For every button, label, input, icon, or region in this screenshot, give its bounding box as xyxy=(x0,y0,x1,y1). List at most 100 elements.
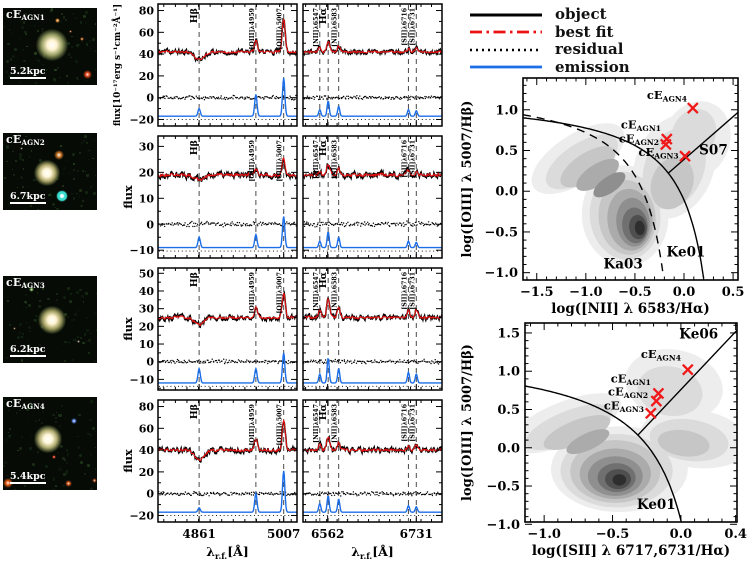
sky-noise xyxy=(12,173,16,177)
sky-noise xyxy=(72,318,76,321)
galaxy-image-cE-AGN1: cEAGN1 5.2kpc xyxy=(3,8,97,85)
sky-noise xyxy=(20,176,24,180)
sky-noise xyxy=(62,16,65,19)
sky-noise xyxy=(87,351,90,354)
spectrum-panel xyxy=(158,401,297,521)
galaxy-sky xyxy=(3,397,97,490)
galaxy-sky xyxy=(3,276,97,363)
sky-noise xyxy=(14,64,16,67)
y-tick-label: 80 xyxy=(139,5,155,18)
sky-noise xyxy=(21,332,24,335)
emission-line-label: Hα xyxy=(318,139,329,156)
curve-label-Ke06: Ke06 xyxy=(679,326,718,342)
sky-noise xyxy=(30,150,33,152)
emission-line-label: [SII]λ6731 xyxy=(409,272,416,310)
field-object xyxy=(29,404,33,408)
sky-noise xyxy=(26,45,28,48)
sky-noise xyxy=(67,53,71,56)
y-tick-label: −0.5 xyxy=(484,225,518,240)
y-tick-label: 60 xyxy=(139,26,155,39)
density-level xyxy=(634,220,645,236)
sky-noise xyxy=(67,81,70,84)
sky-noise xyxy=(17,65,19,68)
sky-noise xyxy=(93,50,97,53)
emission-line-label: [SII]λ6731 xyxy=(409,8,416,46)
field-object xyxy=(51,455,56,460)
sky-noise xyxy=(85,170,87,172)
spectrum-panel xyxy=(303,137,442,257)
axis-frame xyxy=(157,267,298,391)
sky-noise xyxy=(89,399,93,403)
sky-noise xyxy=(38,209,41,210)
sky-noise xyxy=(41,63,44,66)
x-tick-label: 0.0 xyxy=(670,527,693,542)
sky-noise xyxy=(61,360,63,363)
sky-noise xyxy=(72,197,76,200)
emission-line-label: [NII]λ6583 xyxy=(332,8,339,47)
sky-noise xyxy=(40,421,44,425)
legend-label: best fit xyxy=(555,22,614,41)
sky-noise xyxy=(61,452,63,454)
sky-noise xyxy=(67,41,71,45)
sky-noise xyxy=(58,413,62,417)
spectrum-panel xyxy=(303,5,442,125)
sky-noise xyxy=(52,195,54,198)
sky-noise xyxy=(45,465,48,468)
sky-noise xyxy=(34,319,38,323)
sky-noise xyxy=(77,309,79,311)
galaxy-sky xyxy=(3,133,97,210)
axis-ticks xyxy=(158,4,297,126)
residual-dots xyxy=(303,95,442,101)
x-tick-label: −1.0 xyxy=(527,527,561,542)
sky-noise xyxy=(25,135,27,138)
galaxy-sky xyxy=(3,8,97,85)
y-tick-label: 20 xyxy=(139,320,155,333)
axis-frame xyxy=(302,135,443,259)
x-tick-label: 6731 xyxy=(400,527,433,541)
sky-noise xyxy=(70,319,74,322)
sky-noise xyxy=(63,473,66,476)
sky-noise xyxy=(6,300,9,302)
sky-noise xyxy=(13,195,17,198)
field-object xyxy=(76,339,80,343)
sky-noise xyxy=(70,301,73,304)
galaxy-image-cE-AGN2: cEAGN2 6.7kpc xyxy=(3,133,97,210)
sky-noise xyxy=(75,59,79,63)
field-object xyxy=(54,149,65,160)
sky-noise xyxy=(7,42,11,46)
demarcation-curve-Ke01 xyxy=(523,117,705,279)
y-tick-label: 40 xyxy=(139,48,155,61)
sky-noise xyxy=(64,313,68,316)
sky-noise xyxy=(83,139,86,142)
sky-noise xyxy=(11,134,15,138)
sky-noise xyxy=(76,44,79,47)
legend-label: object xyxy=(555,5,607,24)
sky-noise xyxy=(86,142,89,145)
density-level xyxy=(671,108,717,160)
y-tick-label: −10 xyxy=(129,373,154,386)
sky-noise xyxy=(5,437,9,441)
sky-noise xyxy=(84,21,87,24)
sky-noise xyxy=(73,168,76,171)
x-axis-label: log([SII] λ 6717,6731/Hα) xyxy=(532,543,730,559)
sky-noise xyxy=(80,205,83,208)
emission-line-label: [SII]λ6716 xyxy=(401,140,408,178)
sky-noise xyxy=(25,322,28,324)
emission-line-label: Hβ xyxy=(189,8,200,23)
emission-line-label: [NII]λ6583 xyxy=(332,404,339,443)
sky-noise xyxy=(41,287,45,290)
x-tick-label: −1.0 xyxy=(569,285,603,300)
sky-noise xyxy=(24,13,28,16)
sky-noise xyxy=(16,335,20,339)
sky-noise xyxy=(77,169,80,172)
legend-line-residual xyxy=(470,48,542,52)
agn-point-cE-AGN2 xyxy=(650,395,663,407)
sky-noise xyxy=(45,69,48,71)
residual-dots xyxy=(158,490,297,497)
galaxy-label-sub: AGN3 xyxy=(21,281,45,290)
sky-noise xyxy=(56,22,58,25)
y-tick-label: 0.0 xyxy=(495,185,518,200)
x-tick-label: 0.5 xyxy=(722,285,745,300)
sky-noise xyxy=(22,21,26,25)
sky-noise xyxy=(88,452,90,454)
